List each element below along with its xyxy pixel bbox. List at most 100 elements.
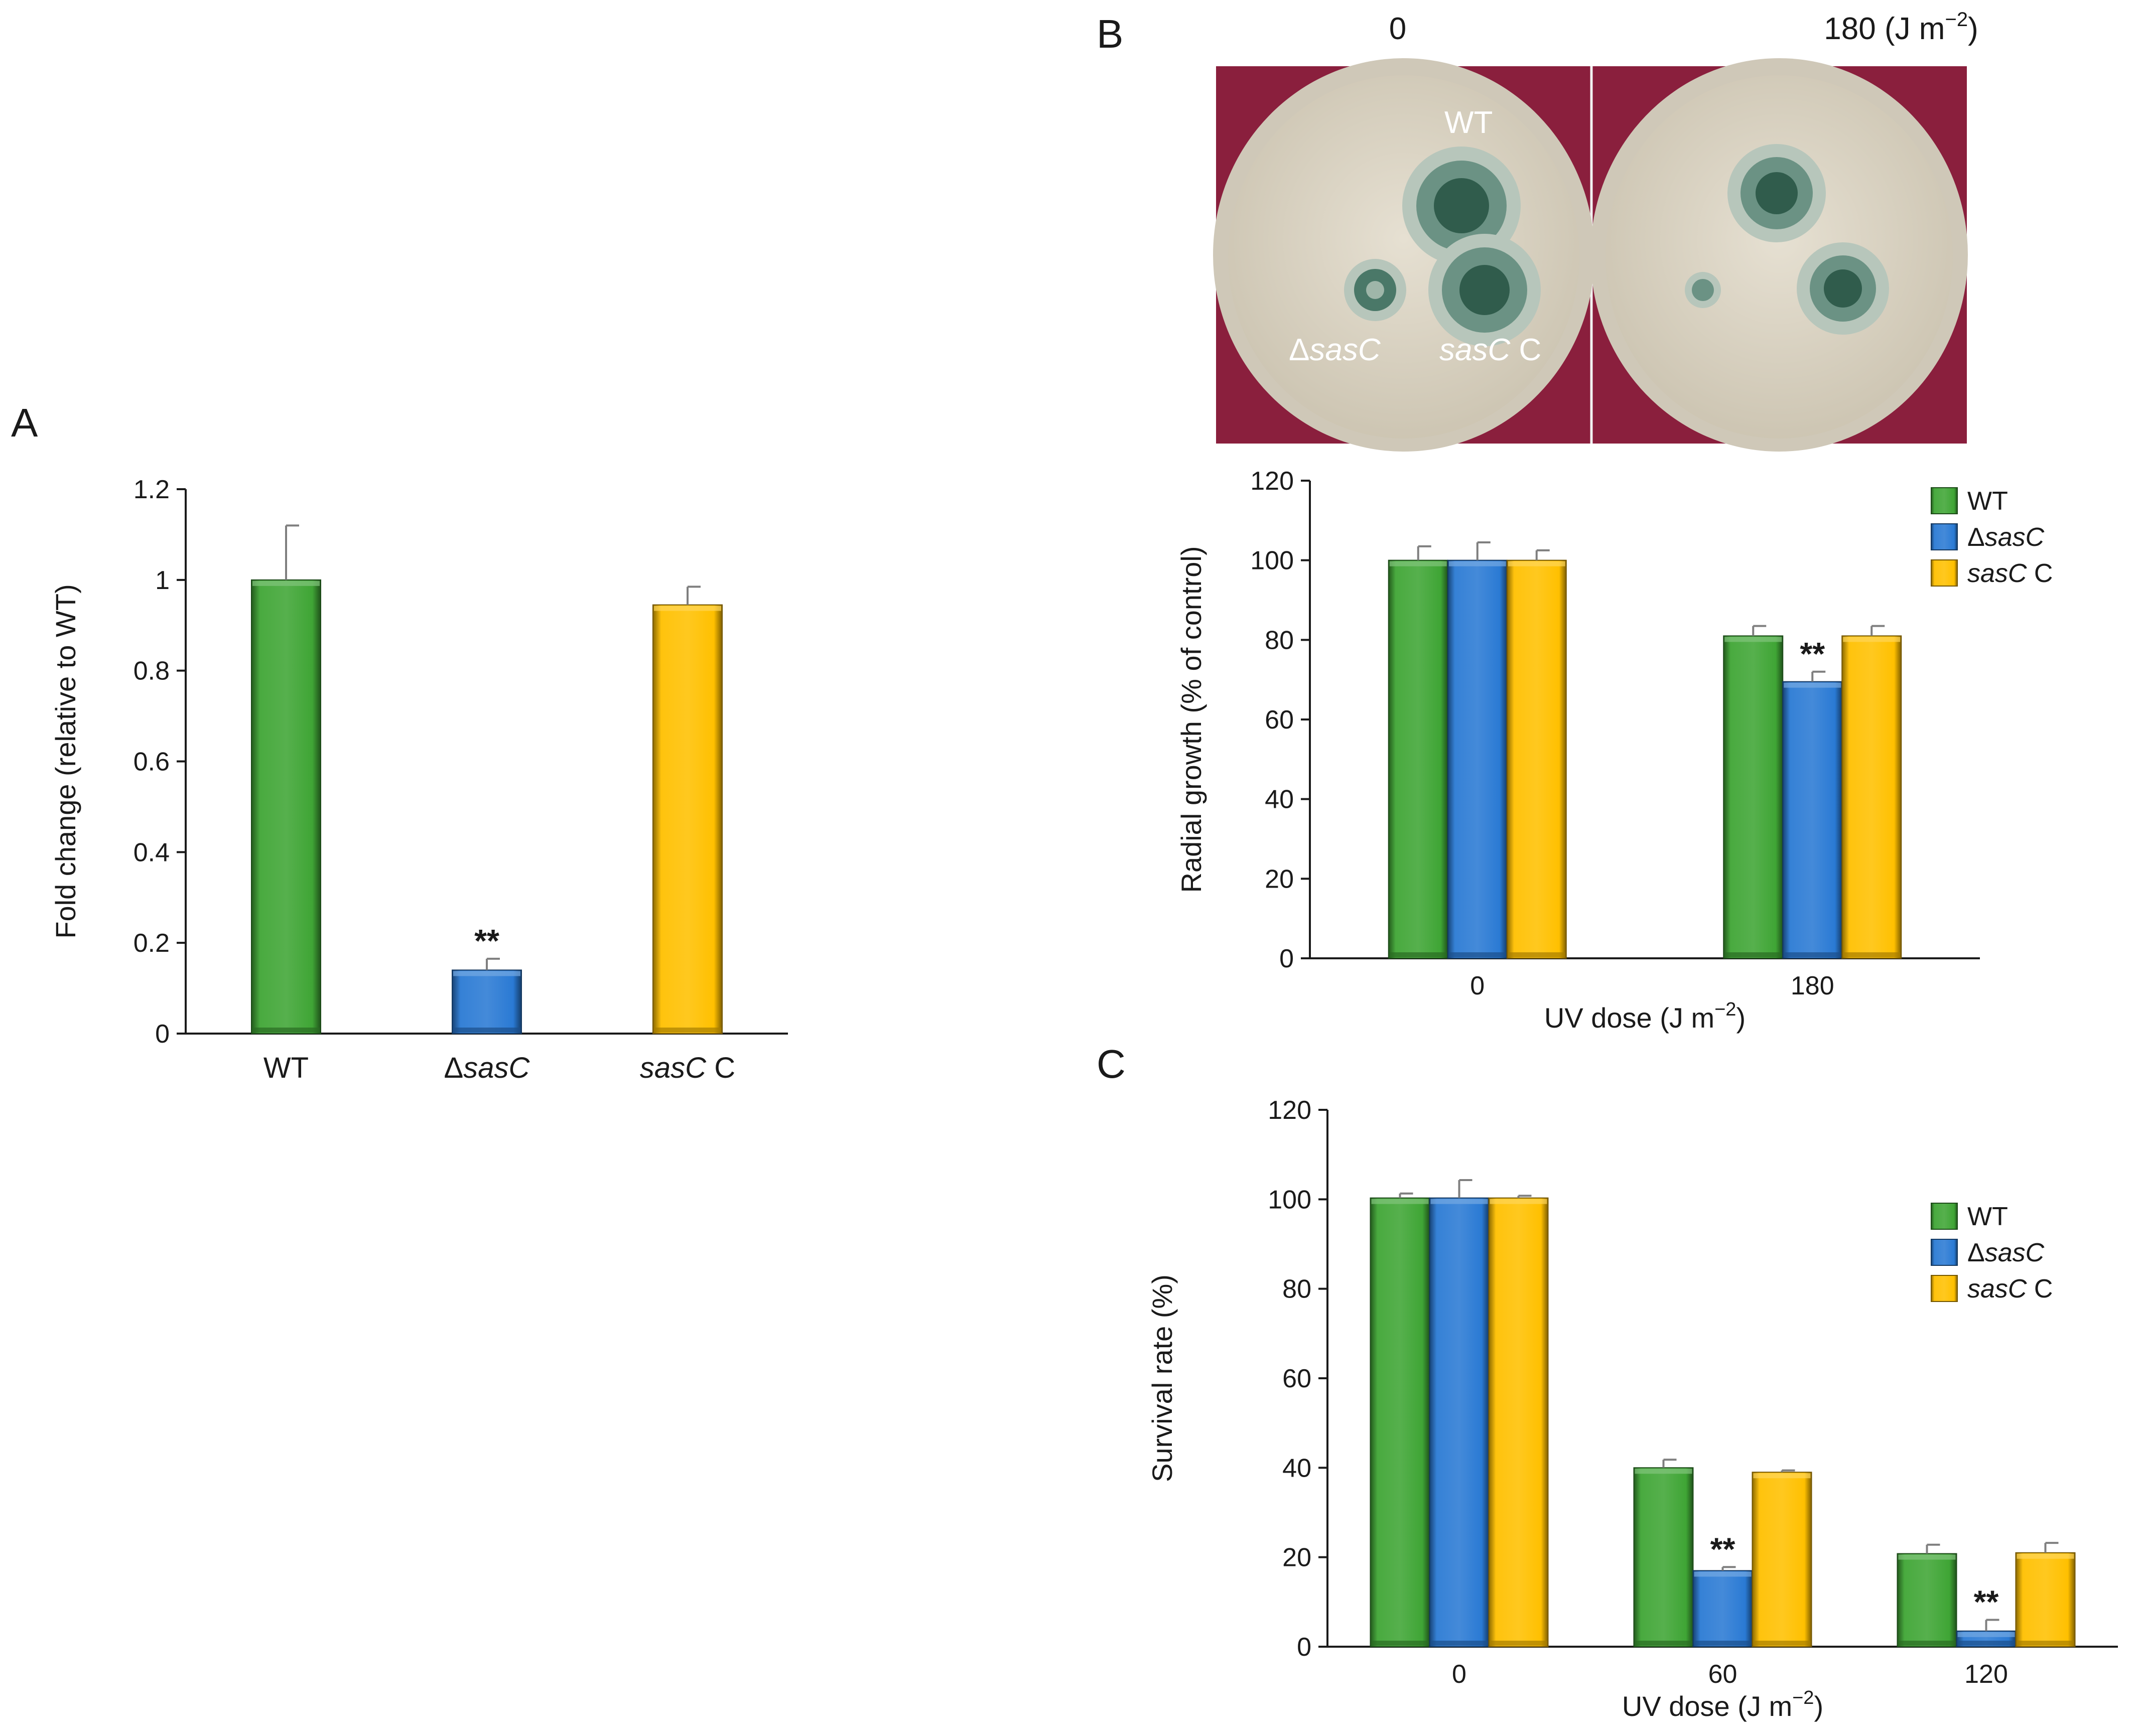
bar-bevel-a: [453, 971, 520, 976]
y-axis-label-b: Radial growth (% of control): [1175, 546, 1207, 893]
bar-b-wt: [1723, 635, 1784, 959]
x-axis-label-b: UV dose (J m−2): [1544, 999, 1746, 1034]
bar-bevel-c: [1957, 1632, 2015, 1637]
colony-sasc-c: [1428, 234, 1541, 346]
y-tick-label-b: 120: [1250, 467, 1294, 496]
y-tick-label-a: 0.8: [133, 657, 170, 686]
y-tick-label-c: 120: [1268, 1096, 1311, 1125]
x-axis-label-c: UV dose (J m−2): [1622, 1687, 1823, 1722]
bar-c-wt: [1633, 1467, 1694, 1647]
x-tick-label-b: 180: [1791, 971, 1834, 1000]
bar-b-comp: [1506, 559, 1567, 959]
chart-a-fold-change: 0 0.2 0.4 0.6 0.8 1 1.2 Fold change (relative t…: [50, 475, 788, 1084]
bar-c-delta: [1429, 1197, 1490, 1648]
bar-bevel-bottom-c: [1430, 1641, 1488, 1646]
legend-label-c-delta: ΔsasC: [1967, 1238, 2045, 1267]
y-tick-label-c: 20: [1282, 1543, 1311, 1572]
bar-bevel-bottom-c: [1898, 1641, 1956, 1646]
bar-c-comp: [1752, 1472, 1812, 1647]
colony-delta-sasc: [1344, 259, 1406, 321]
bar-bevel-b: [1508, 561, 1565, 566]
y-tick-label-b: 100: [1250, 546, 1294, 575]
bar-bevel-c: [2017, 1553, 2074, 1559]
bar-a-delta: [452, 969, 522, 1034]
bar-bevel-bottom-c: [2017, 1641, 2074, 1646]
y-tick-label-b: 0: [1279, 944, 1294, 973]
chart-c-survival-rate: 0 20 40 60 80 100 120 Survival rate (%) 0 ** 60 ** 1…: [1146, 1096, 2118, 1722]
y-tick-label-c: 100: [1268, 1185, 1311, 1214]
plate-right-agar: [1605, 75, 1953, 439]
bar-bevel-bottom-b: [1784, 952, 1841, 957]
significance-annotation-a: **: [474, 923, 499, 959]
y-tick-label-c: 80: [1282, 1275, 1311, 1304]
legend-label-b-wt: WT: [1967, 487, 2008, 516]
y-tick-label-a: 0.6: [133, 748, 170, 777]
bar-bevel-c: [1430, 1199, 1488, 1204]
plate-right: [1590, 58, 1968, 452]
legend-swatch-c-delta: [1931, 1239, 1958, 1266]
bar-bevel-b: [1724, 637, 1782, 642]
legend-c: WT ΔsasC sasC C: [1931, 1202, 2053, 1304]
bar-bevel-bottom-b: [1389, 952, 1447, 957]
bar-b-delta: [1782, 681, 1843, 959]
bar-bevel-bottom-c: [1490, 1641, 1547, 1646]
legend-swatch-c-wt: [1931, 1203, 1958, 1230]
x-tick-label-a: WT: [263, 1052, 309, 1084]
legend-swatch-b-delta: [1931, 523, 1958, 550]
bar-bevel-bottom-c: [1371, 1641, 1429, 1646]
bar-bevel-bottom-a: [252, 1028, 320, 1033]
photo-label-delta-sasc: ΔsasC: [1289, 333, 1381, 367]
x-tick-label-a: sasC C: [640, 1052, 735, 1084]
x-tick-label-a: ΔsasC: [444, 1052, 530, 1084]
y-tick-label-a: 0.4: [133, 838, 170, 867]
petri-dish-photo: 0 180 (J m−2) WT ΔsasC s: [1213, 9, 1978, 452]
bar-b-wt: [1388, 559, 1448, 959]
photo-label-sasc-c: sasC C: [1439, 333, 1541, 367]
y-tick-label-c: 60: [1282, 1364, 1311, 1393]
legend-label-b-comp: sasC C: [1967, 559, 2053, 588]
bar-bevel-c: [1490, 1199, 1547, 1204]
bar-bevel-c: [1898, 1554, 1956, 1560]
y-tick-label-b: 20: [1265, 864, 1294, 894]
bar-c-comp: [1488, 1197, 1549, 1648]
photo-dose-label-right: 180 (J m−2): [1824, 9, 1978, 46]
bar-bevel-a: [654, 606, 721, 611]
x-tick-label-c: 0: [1452, 1660, 1466, 1689]
bar-bevel-bottom-a: [453, 1028, 520, 1033]
legend-swatch-c-comp: [1931, 1275, 1958, 1302]
bar-b-comp: [1841, 635, 1902, 959]
significance-annotation-c: **: [1710, 1531, 1735, 1567]
y-tick-label-b: 80: [1265, 626, 1294, 655]
bar-bevel-bottom-c: [1957, 1641, 2015, 1646]
y-axis-label-a: Fold change (relative to WT): [50, 584, 81, 938]
x-tick-label-c: 60: [1708, 1660, 1737, 1689]
bar-c-wt: [1370, 1197, 1430, 1648]
y-tick-label-a: 0.2: [133, 929, 170, 958]
y-tick-label-a: 1.2: [133, 475, 170, 504]
y-axis-label-c: Survival rate (%): [1146, 1274, 1178, 1482]
bar-bevel-bottom-b: [1508, 952, 1565, 957]
y-tick-label-c: 40: [1282, 1454, 1311, 1483]
panel-label-c: C: [1097, 1042, 1126, 1086]
bar-bevel-b: [1843, 637, 1901, 642]
y-tick-label-b: 40: [1265, 785, 1294, 814]
bar-bevel-bottom-c: [1694, 1641, 1752, 1646]
bar-bevel-bottom-a: [654, 1028, 721, 1033]
photo-label-wt: WT: [1444, 105, 1493, 140]
bar-bevel-bottom-c: [1753, 1641, 1811, 1646]
bar-a-comp: [652, 604, 723, 1034]
bar-bevel-bottom-c: [1635, 1641, 1692, 1646]
significance-annotation-b: **: [1800, 636, 1825, 672]
y-tick-label-b: 60: [1265, 705, 1294, 735]
y-tick-label-c: 0: [1297, 1633, 1311, 1662]
colony-sasc-c-uv: [1797, 242, 1889, 335]
y-tick-label-a: 1: [155, 566, 170, 595]
x-tick-label-b: 0: [1470, 971, 1485, 1000]
plate-left: WT ΔsasC sasC C: [1213, 58, 1594, 452]
significance-annotation-c: **: [1974, 1584, 1999, 1620]
bar-bevel-bottom-b: [1843, 952, 1901, 957]
x-tick-label-c: 120: [1964, 1660, 2008, 1689]
bar-bevel-bottom-b: [1724, 952, 1782, 957]
bar-c-comp: [2015, 1552, 2076, 1647]
colony-wt-uv: [1727, 144, 1826, 242]
